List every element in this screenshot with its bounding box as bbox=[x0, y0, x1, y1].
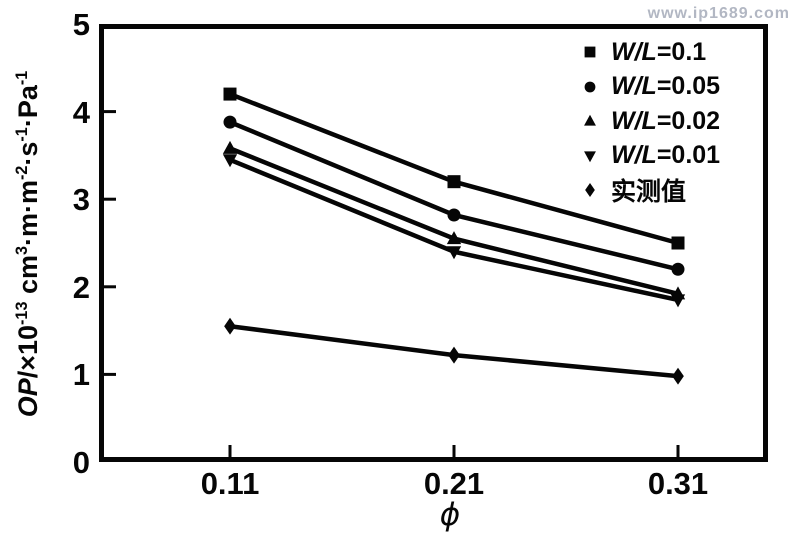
y-axis-label: OP/×10-13 cm3·m·m-2·s-1·Pa-1 bbox=[13, 70, 43, 418]
legend-item: W/L=0.1 bbox=[578, 35, 720, 70]
square-marker bbox=[447, 175, 461, 189]
square-marker bbox=[584, 46, 596, 58]
legend-label: 实测值 bbox=[611, 178, 687, 207]
legend: W/L=0.1 W/L=0.05 W/L=0.02 W/L=0.01 实测值 bbox=[578, 35, 720, 208]
y-tick-label: 3 bbox=[72, 182, 90, 218]
square-icon bbox=[578, 41, 602, 63]
legend-item: W/L=0.01 bbox=[578, 139, 720, 174]
x-axis-label: ϕ bbox=[439, 497, 461, 533]
diamond-icon bbox=[578, 179, 602, 201]
circle-icon bbox=[578, 76, 602, 98]
triangle-up-icon bbox=[578, 110, 602, 132]
triangle-down-marker bbox=[222, 154, 238, 168]
x-tick-label: 0.31 bbox=[647, 466, 709, 501]
y-tick-label: 1 bbox=[72, 357, 90, 393]
circle-marker bbox=[584, 81, 596, 93]
triangle-up-marker bbox=[222, 140, 238, 154]
triangle-down-icon bbox=[578, 145, 602, 167]
diamond-marker bbox=[224, 317, 236, 335]
y-tick-label: 0 bbox=[72, 445, 90, 480]
triangle-up-marker bbox=[446, 231, 462, 245]
diamond-marker bbox=[448, 346, 460, 364]
circle-marker bbox=[447, 208, 461, 222]
legend-label: W/L=0.01 bbox=[611, 141, 721, 170]
x-tick-label: 0.21 bbox=[423, 466, 485, 501]
watermark-text: www.ip1689.com bbox=[647, 5, 790, 22]
triangle-down-marker bbox=[584, 151, 596, 162]
plot-frame bbox=[99, 24, 768, 462]
circle-marker bbox=[223, 115, 237, 129]
legend-label: W/L=0.02 bbox=[611, 106, 721, 135]
y-tick-label: 2 bbox=[72, 269, 90, 305]
square-marker bbox=[671, 236, 685, 250]
legend-label: W/L=0.1 bbox=[611, 37, 707, 66]
diamond-marker bbox=[672, 367, 684, 385]
y-tick-label: 4 bbox=[72, 94, 90, 130]
square-marker bbox=[223, 87, 237, 101]
x-tick-label: 0.11 bbox=[200, 466, 260, 501]
triangle-down-marker bbox=[670, 294, 686, 308]
diamond-marker bbox=[585, 183, 595, 198]
legend-label: W/L=0.05 bbox=[611, 72, 721, 101]
legend-item: W/L=0.02 bbox=[578, 104, 720, 139]
legend-item: 实测值 bbox=[578, 173, 720, 208]
circle-marker bbox=[671, 262, 685, 276]
y-tick-label: 5 bbox=[72, 7, 90, 42]
triangle-down-marker bbox=[446, 246, 462, 260]
triangle-up-marker bbox=[584, 115, 596, 126]
legend-item: W/L=0.05 bbox=[578, 70, 720, 105]
